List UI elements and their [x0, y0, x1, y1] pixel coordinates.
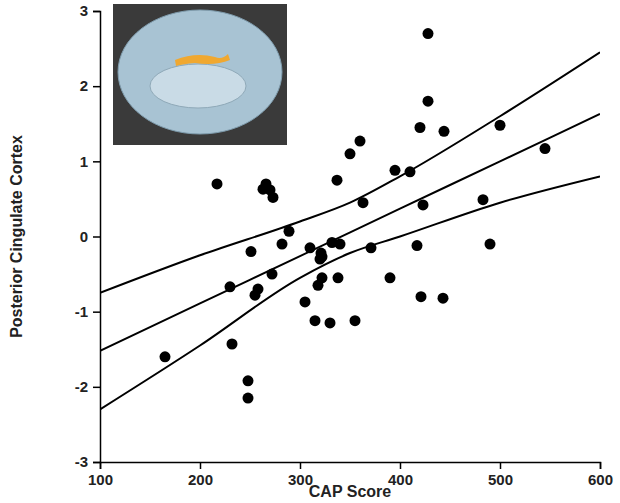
x-axis-title: CAP Score [309, 483, 392, 500]
fit-line [100, 52, 600, 293]
point [277, 239, 288, 250]
tick-label: 500 [488, 471, 513, 488]
point [212, 178, 223, 189]
point [310, 315, 321, 326]
tick-mark [500, 462, 502, 469]
tick-label: -3 [75, 453, 88, 470]
tick-label: 2 [80, 77, 88, 94]
tick-mark [93, 236, 100, 238]
axis-line [101, 463, 601, 470]
plot-marks [100, 28, 600, 409]
tick: -1 [75, 303, 100, 320]
point [345, 148, 356, 159]
fit-line [100, 176, 600, 409]
point [332, 175, 343, 186]
point [412, 240, 423, 251]
brain-surface [118, 10, 282, 134]
tick-mark [400, 462, 402, 469]
tick: 2 [80, 77, 100, 94]
point [227, 338, 238, 349]
point [160, 351, 171, 362]
tick-label: 3 [80, 2, 88, 19]
axis-line [93, 12, 101, 463]
tick: 0 [80, 228, 100, 245]
tick-mark [93, 161, 100, 163]
point [317, 251, 328, 262]
point [416, 291, 427, 302]
tick: 500 [488, 462, 513, 488]
highlight-region [175, 54, 230, 66]
tick-label: 100 [88, 471, 113, 488]
point [317, 272, 328, 283]
tick-label: 0 [80, 228, 88, 245]
tick-mark [93, 462, 100, 464]
tick-mark [300, 462, 302, 469]
tick-mark [600, 462, 602, 469]
point [438, 293, 449, 304]
tick-label: 400 [388, 471, 413, 488]
tick-label: 600 [588, 471, 613, 488]
point [335, 239, 346, 250]
tick-label: 200 [188, 471, 213, 488]
point [246, 246, 257, 257]
point [390, 165, 401, 176]
point [350, 315, 361, 326]
tick-mark [93, 387, 100, 389]
point [300, 296, 311, 307]
tick-mark [200, 462, 202, 469]
point [423, 96, 434, 107]
point [439, 126, 450, 137]
point [243, 393, 254, 404]
chart: 100200300400500600-3-2-10123CAP ScorePos… [0, 0, 620, 503]
tick-mark [93, 311, 100, 313]
tick: 200 [188, 462, 213, 488]
point [385, 272, 396, 283]
brain-inset [113, 4, 287, 145]
tick-mark [93, 86, 100, 88]
point [423, 28, 434, 39]
tick-label: 1 [80, 153, 88, 170]
fit-line [100, 114, 600, 351]
y-axis-title: Posterior Cingulate Cortex [8, 135, 25, 338]
tick: -2 [75, 378, 100, 395]
point [418, 199, 429, 210]
point [243, 375, 254, 386]
y-axis: -3 -2 -1 0 1 2 3 [75, 2, 101, 470]
tick: 600 [588, 462, 613, 488]
point [540, 143, 551, 154]
brain-medial [150, 64, 246, 108]
tick: 1 [80, 153, 100, 170]
point [485, 239, 496, 250]
tick: 3 [80, 2, 100, 19]
tick: 400 [388, 462, 413, 488]
tick-label: -2 [75, 378, 88, 395]
tick: -3 [75, 453, 100, 470]
point [268, 192, 279, 203]
tick: 100 [88, 462, 113, 488]
point [333, 272, 344, 283]
tick-mark [93, 11, 100, 13]
point [355, 136, 366, 147]
point [415, 122, 426, 133]
point [253, 284, 264, 295]
point [478, 194, 489, 205]
point [495, 120, 506, 131]
point [325, 317, 336, 328]
tick-label: -1 [75, 303, 88, 320]
inset-background [113, 4, 287, 145]
